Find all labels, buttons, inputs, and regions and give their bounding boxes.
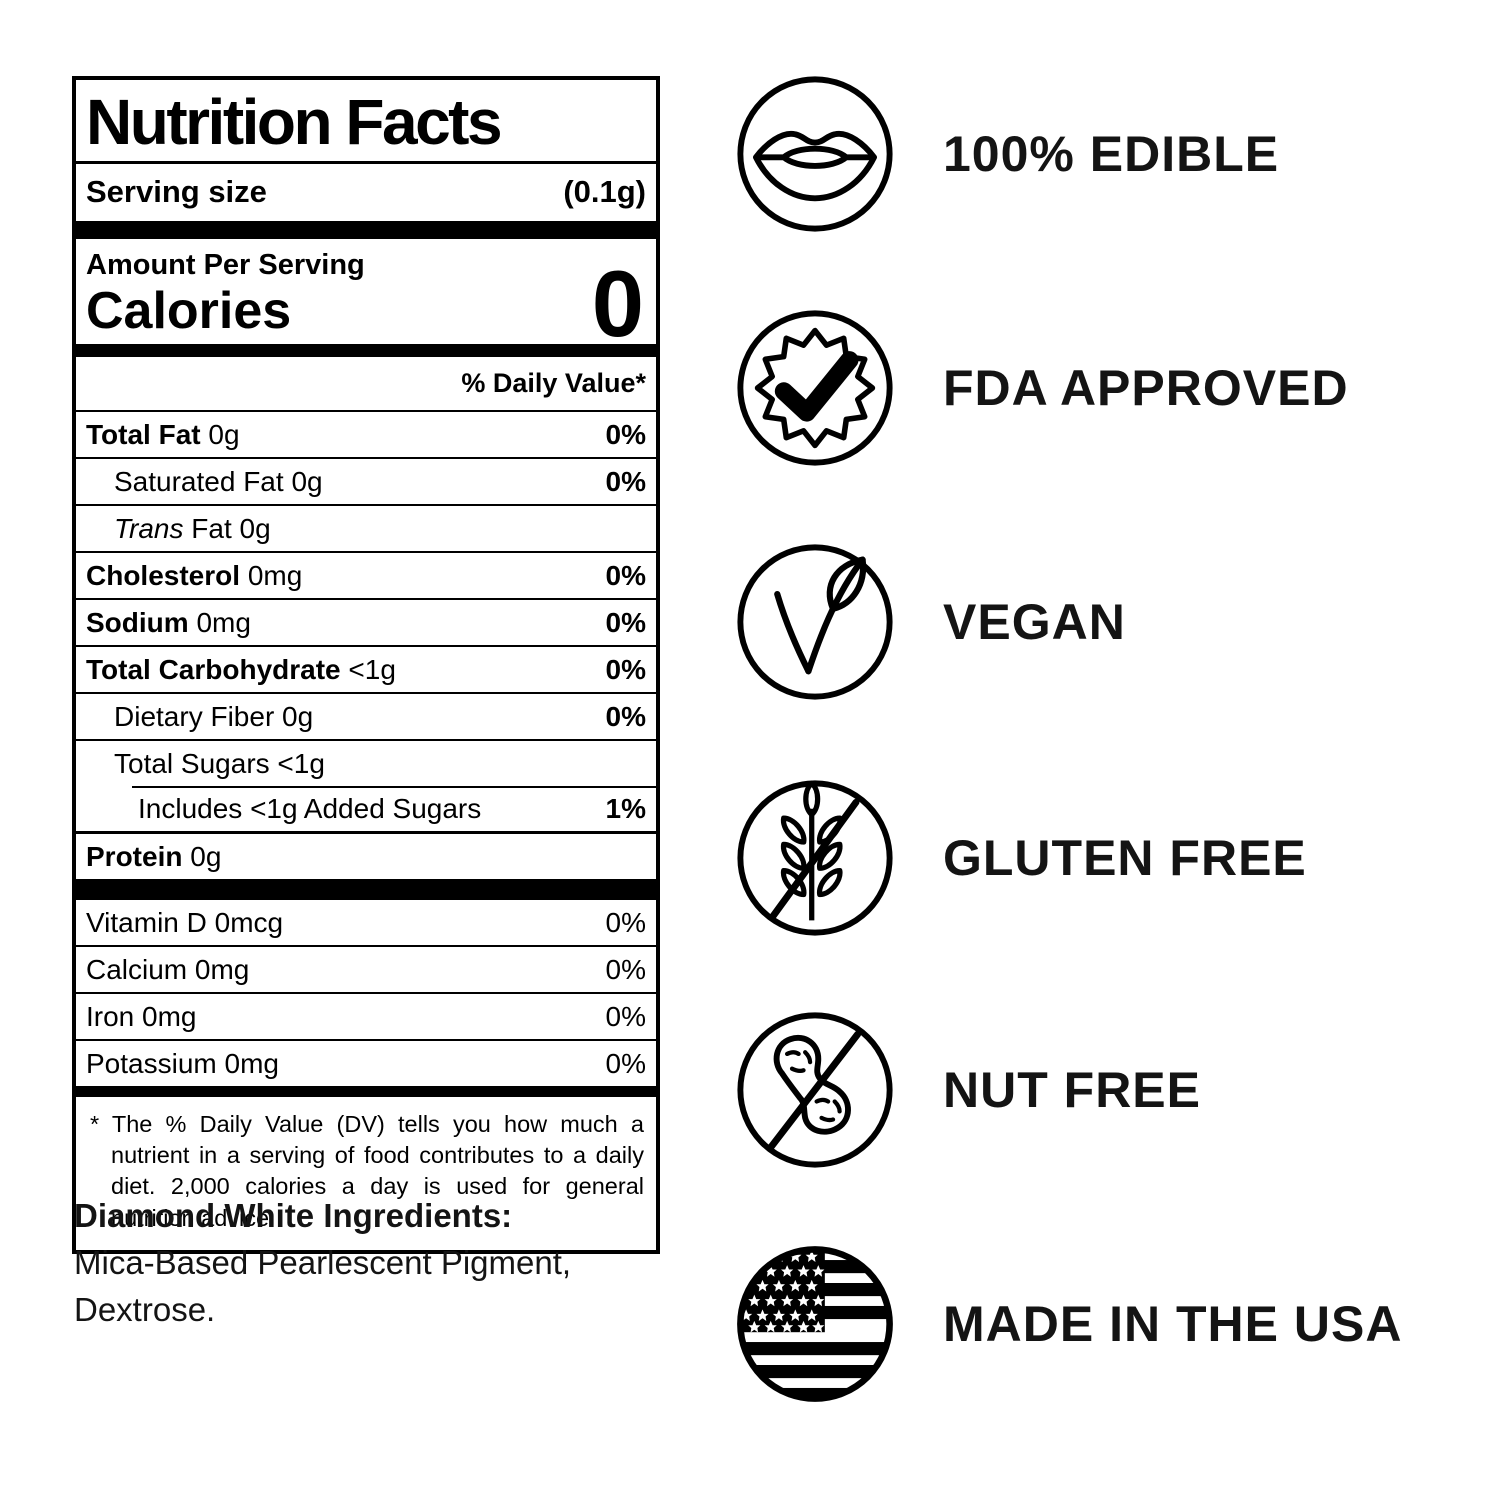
vitamin-row-calcium: Calcium 0mg 0% [76, 947, 656, 994]
no-nut-icon [737, 1012, 893, 1168]
vitamin-row-potassium: Potassium 0mg 0% [86, 1047, 646, 1079]
nutrient-row-total-sugars: Total Sugars <1g [114, 747, 325, 779]
seal-check-icon [737, 310, 893, 466]
amount-per-serving-label: Amount Per Serving [86, 249, 365, 282]
badge-label: FDA APPROVED [943, 360, 1349, 416]
ingredients-line: Mica-Based Pearlescent Pigment, [74, 1244, 572, 1281]
nutrient-row-total-carbohydrate: Total Carbohydrate <1g 0% [76, 647, 656, 694]
badge-vegan: VEGAN [733, 540, 1126, 704]
nutrient-row-protein: Protein 0g [86, 840, 222, 872]
nutrient-row-trans-fat: Trans Fat 0g [76, 506, 656, 553]
daily-value-header: % Daily Value* [76, 357, 656, 412]
calories-value: 0 [591, 250, 644, 356]
lips-icon [737, 76, 893, 232]
badge-nut-free: NUT FREE [733, 1008, 1201, 1172]
divider-thick [76, 221, 656, 240]
badge-label: VEGAN [943, 594, 1126, 650]
label-title: Nutrition Facts [76, 80, 656, 165]
badge-label: 100% EDIBLE [943, 126, 1280, 182]
badge-fda-approved: FDA APPROVED [733, 306, 1349, 470]
vitamin-row-iron: Iron 0mg 0% [76, 994, 656, 1041]
serving-size-label: Serving size [86, 174, 267, 210]
ingredients-title: Diamond White Ingredients: [74, 1197, 513, 1234]
vitamin-row-vitamin-d: Vitamin D 0mcg 0% [76, 900, 656, 947]
badge-edible: 100% EDIBLE [733, 72, 1279, 236]
divider-thin-thick [76, 1085, 656, 1097]
ingredients-block: Diamond White Ingredients: Mica-Based Pe… [74, 1192, 714, 1333]
nutrient-row-added-sugars: Includes <1g Added Sugars 1% [76, 785, 656, 834]
divider-thick [76, 878, 656, 900]
nutrient-row-dietary-fiber: Dietary Fiber 0g 0% [76, 694, 656, 741]
divider-medium [76, 343, 656, 357]
ingredients-line: Dextrose. [74, 1291, 216, 1328]
serving-size-row: Serving size (0.1g) [76, 164, 656, 221]
calories-label: Calories [86, 281, 292, 340]
nutrient-row-total-fat: Total Fat 0g 0% [76, 412, 656, 459]
badge-label: GLUTEN FREE [943, 830, 1307, 886]
nutrient-row-cholesterol: Cholesterol 0mg 0% [76, 553, 656, 600]
badge-gluten-free: GLUTEN FREE [733, 776, 1307, 940]
calories-block: Amount Per Serving Calories 0 [76, 239, 656, 356]
nutrient-row-sodium: Sodium 0mg 0% [76, 600, 656, 647]
badge-label: MADE IN THE USA [943, 1296, 1403, 1352]
nutrition-facts-label: Nutrition Facts Serving size (0.1g) Amou… [72, 76, 660, 1254]
usa-flag-icon [737, 1246, 893, 1402]
badge-made-in-usa: MADE IN THE USA [733, 1242, 1402, 1406]
badge-label: NUT FREE [943, 1062, 1201, 1118]
serving-size-value: (0.1g) [563, 174, 646, 210]
daily-value-footnote: * The % Daily Value (DV) tells you how m… [90, 1110, 644, 1231]
nutrient-row-saturated-fat: Saturated Fat 0g 0% [76, 459, 656, 506]
no-gluten-icon [737, 780, 893, 936]
vegan-leaf-icon [737, 544, 893, 700]
